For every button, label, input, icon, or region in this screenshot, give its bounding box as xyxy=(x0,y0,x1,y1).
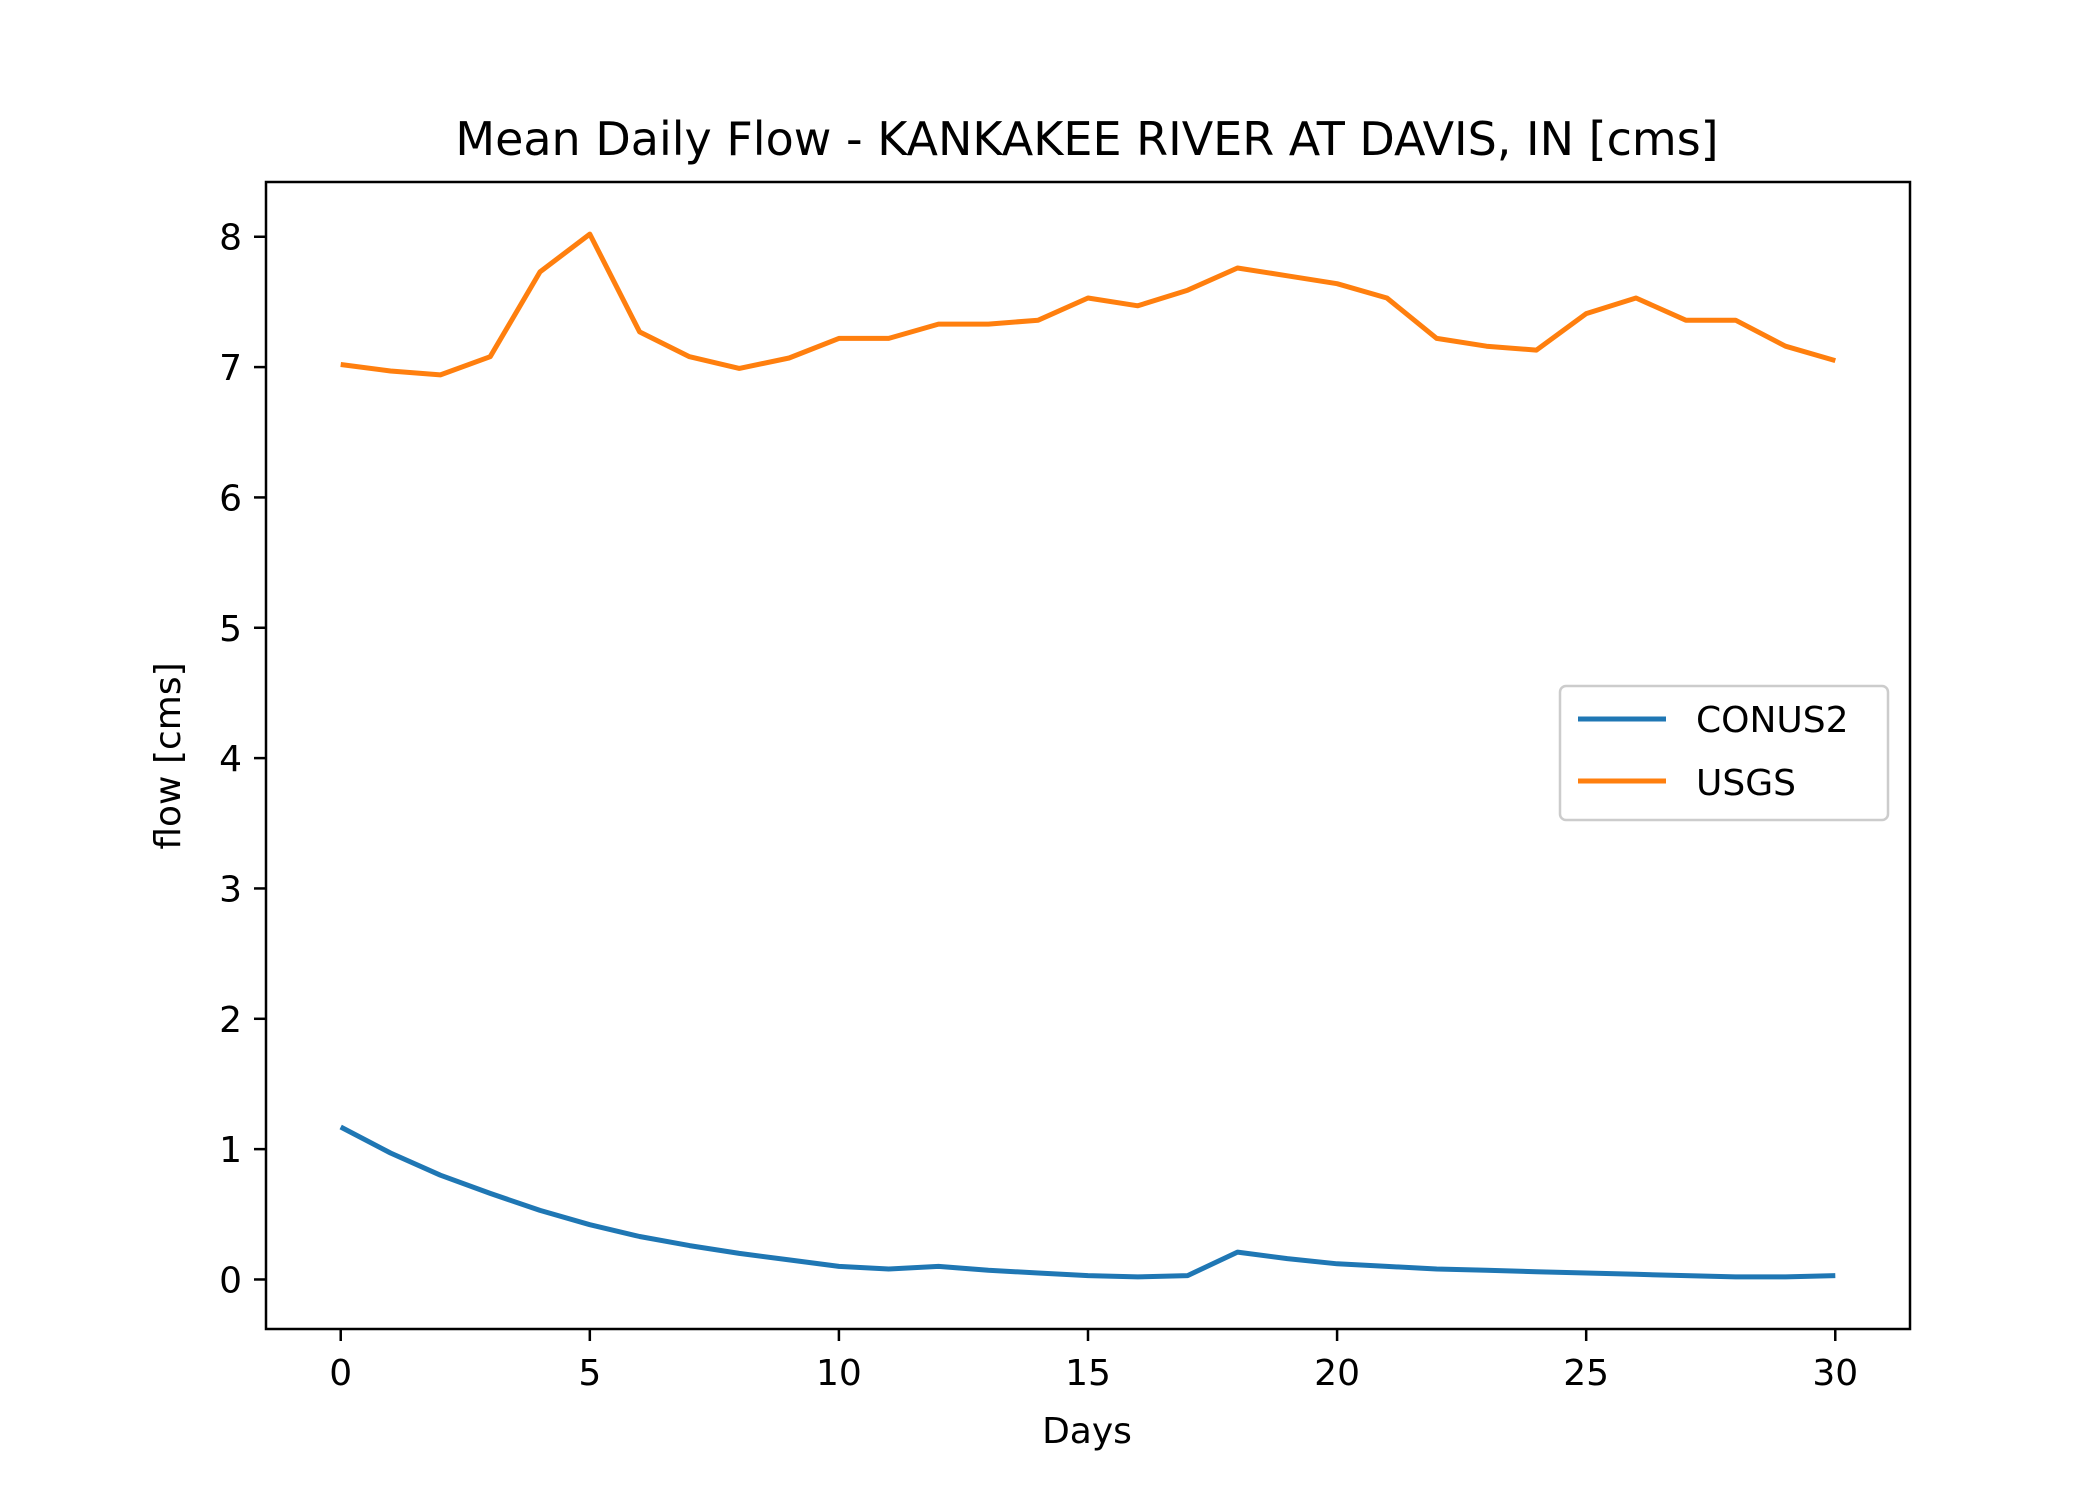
x-tick-label: 5 xyxy=(578,1353,601,1394)
x-tick-label: 20 xyxy=(1314,1353,1360,1394)
x-tick-label: 0 xyxy=(329,1353,352,1394)
y-tick-label: 5 xyxy=(219,609,242,650)
y-tick-label: 4 xyxy=(219,739,242,780)
plot-frame xyxy=(264,180,1912,1331)
y-tick-label: 7 xyxy=(219,348,242,389)
x-tick-label: 10 xyxy=(816,1353,862,1394)
y-tick-label: 0 xyxy=(219,1260,242,1301)
y-axis-label: flow [cms] xyxy=(148,662,189,849)
y-tick-label: 6 xyxy=(219,478,242,519)
y-tick-label: 3 xyxy=(219,869,242,910)
legend-label-usgs: USGS xyxy=(1696,763,1796,804)
y-tick-label: 8 xyxy=(219,218,242,259)
legend-label-conus2: CONUS2 xyxy=(1696,700,1849,741)
x-axis-label: Days xyxy=(1042,1411,1132,1452)
series-line-usgs xyxy=(340,231,1836,378)
x-tick-label: 25 xyxy=(1563,1353,1609,1394)
series-layer xyxy=(339,231,1836,1280)
y-tick-label: 1 xyxy=(219,1130,242,1171)
chart-title: Mean Daily Flow - KANKAKEE RIVER AT DAVI… xyxy=(455,112,1718,166)
legend: CONUS2 USGS xyxy=(1558,684,1890,822)
x-tick-label: 15 xyxy=(1065,1353,1111,1394)
tick-layer: 0 5 10 15 20 25 30 0 1 2 3 4 5 6 7 8 xyxy=(219,218,1858,1394)
y-tick-label: 2 xyxy=(219,1000,242,1041)
x-tick-label: 30 xyxy=(1812,1353,1858,1394)
series-line-conus2 xyxy=(339,1124,1836,1280)
